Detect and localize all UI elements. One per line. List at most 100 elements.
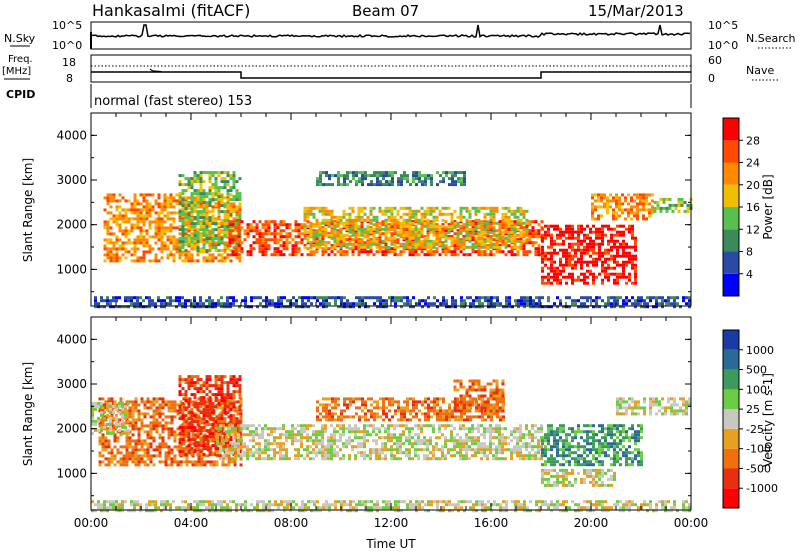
- data-cell: [474, 236, 478, 240]
- data-cell: [234, 430, 237, 434]
- data-cell: [182, 406, 186, 410]
- data-cell: [396, 218, 400, 222]
- data-cell: [402, 233, 406, 237]
- data-cell: [480, 230, 484, 234]
- data-cell: [217, 393, 221, 397]
- data-cell: [619, 224, 622, 228]
- data-cell: [636, 193, 639, 197]
- data-cell: [357, 227, 361, 231]
- data-cell: [146, 424, 150, 428]
- data-cell: [526, 296, 529, 300]
- data-cell: [193, 222, 197, 226]
- data-cell: [565, 230, 568, 234]
- data-cell: [408, 206, 412, 210]
- data-cell: [203, 463, 207, 467]
- data-cell: [208, 192, 212, 196]
- data-cell: [164, 451, 168, 455]
- nsky-strip: 10^5 10^0 10^5 10^0 N.Sky N.Search: [4, 19, 796, 52]
- data-cell: [208, 180, 212, 184]
- data-cell: [214, 234, 218, 238]
- data-cell: [373, 296, 376, 300]
- data-cell: [334, 299, 337, 303]
- data-cell: [267, 220, 271, 224]
- data-cell: [294, 220, 298, 224]
- data-cell: [238, 305, 241, 309]
- data-cell: [306, 239, 310, 243]
- data-cell: [315, 245, 319, 249]
- data-cell: [205, 420, 209, 424]
- data-cell: [528, 229, 532, 233]
- data-cell: [387, 209, 391, 213]
- data-cell: [169, 238, 173, 242]
- data-cell: [217, 402, 221, 406]
- data-cell: [345, 227, 349, 231]
- data-cell: [140, 418, 144, 422]
- data-cell: [261, 238, 265, 242]
- data-cell: [532, 302, 535, 306]
- data-cell: [136, 223, 140, 227]
- data-cell: [115, 407, 118, 411]
- data-cell: [227, 421, 231, 425]
- data-cell: [232, 296, 235, 300]
- data-cell: [178, 180, 182, 184]
- data-cell: [441, 223, 445, 227]
- data-cell: [225, 439, 228, 443]
- data-cell: [113, 439, 117, 443]
- data-cell: [131, 451, 135, 455]
- data-cell: [235, 219, 239, 223]
- data-cell: [181, 228, 185, 232]
- data-cell: [366, 236, 370, 240]
- data-cell: [391, 180, 394, 184]
- data-cell: [190, 420, 194, 424]
- data-cell: [634, 266, 637, 270]
- data-cell: [158, 406, 162, 410]
- colorbar-swatch: [723, 162, 739, 185]
- data-cell: [592, 245, 595, 249]
- data-cell: [187, 399, 191, 403]
- data-cell: [420, 235, 424, 239]
- data-cell: [432, 221, 436, 225]
- data-cell: [468, 227, 472, 231]
- data-cell: [199, 180, 203, 184]
- data-cell: [364, 305, 367, 309]
- data-cell: [190, 222, 194, 226]
- data-cell: [273, 238, 277, 242]
- data-cell: [167, 433, 171, 437]
- data-cell: [178, 450, 182, 454]
- data-cell: [517, 302, 520, 306]
- data-cell: [191, 400, 195, 404]
- data-cell: [194, 418, 198, 422]
- data-cell: [465, 209, 469, 213]
- data-cell: [202, 249, 206, 253]
- data-cell: [172, 256, 176, 260]
- data-cell: [610, 302, 613, 306]
- data-cell: [217, 171, 221, 175]
- data-cell: [234, 247, 238, 251]
- data-cell: [187, 411, 191, 415]
- data-cell: [223, 216, 227, 220]
- data-cell: [184, 420, 188, 424]
- data-cell: [100, 404, 103, 408]
- data-cell: [438, 233, 442, 237]
- data-cell: [372, 253, 376, 257]
- data-cell: [238, 378, 242, 382]
- data-cell: [498, 239, 502, 243]
- data-cell: [468, 223, 472, 227]
- data-cell: [223, 411, 227, 415]
- data-cell: [136, 259, 140, 263]
- data-cell: [616, 278, 619, 282]
- data-cell: [381, 212, 385, 216]
- data-cell: [553, 224, 556, 228]
- data-cell: [193, 199, 197, 203]
- data-cell: [199, 177, 203, 181]
- data-cell: [459, 230, 463, 234]
- data-cell: [200, 457, 204, 461]
- data-cell: [589, 269, 592, 273]
- data-cell: [157, 229, 161, 233]
- data-cell: [318, 245, 322, 249]
- data-cell: [115, 250, 119, 254]
- data-cell: [424, 180, 427, 184]
- data-cell: [220, 201, 224, 205]
- data-cell: [583, 296, 586, 300]
- data-cell: [112, 244, 116, 248]
